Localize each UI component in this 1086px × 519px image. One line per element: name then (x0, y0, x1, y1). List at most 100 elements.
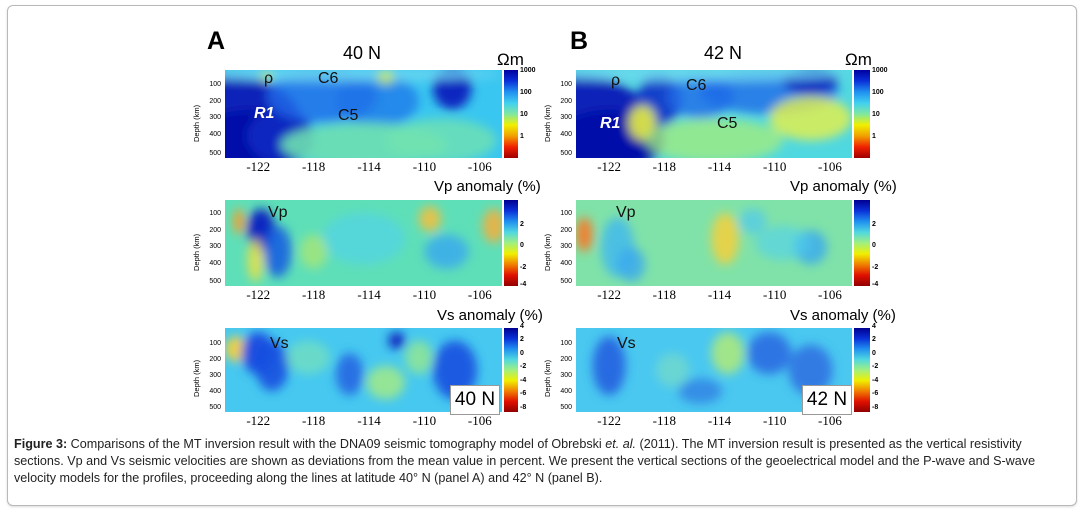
y-tick-label: 500 (560, 278, 572, 286)
colorbar-tick-label: -4 (520, 376, 527, 384)
x-tick-label: -122 (597, 287, 622, 302)
res-a-colorbar (503, 70, 518, 158)
heatmap-anomaly-blob (424, 234, 469, 269)
figure-frame (7, 5, 1077, 506)
colorbar-tick-label: 2 (520, 220, 524, 228)
x-tick-label: -106 (467, 413, 492, 428)
colorbar-tick-label: 2 (520, 336, 524, 344)
panel-letter-b: B (570, 27, 589, 55)
x-tick-label: -110 (763, 287, 787, 302)
heatmap-anomaly-blob (645, 118, 783, 158)
y-tick-label: 400 (209, 131, 221, 138)
colorbar-tick-label: 1 (520, 132, 524, 140)
annotation-c6: C6 (686, 77, 707, 94)
x-tick-label: -122 (246, 159, 271, 174)
y-tick-label: 300 (560, 114, 572, 122)
x-tick-label: -114 (707, 413, 732, 428)
x-tick-label: -110 (412, 287, 437, 302)
colorbar-tick-label: 1000 (520, 66, 536, 74)
heatmap-anomaly-blob (321, 212, 406, 265)
heatmap-anomaly-blob (388, 332, 406, 349)
res-a-heatmap (225, 70, 502, 158)
heatmap-anomaly-blob (482, 208, 502, 243)
y-tick-label: 200 (560, 97, 572, 105)
caption-label: Figure 3: (14, 437, 68, 451)
panel-a-vs-label: Vs anomaly (%) (437, 307, 543, 324)
heatmap-anomaly-blob (656, 353, 690, 387)
heatmap-anomaly-blob (261, 70, 273, 82)
heatmap-anomaly-blob (299, 234, 328, 269)
y-tick-label: 300 (209, 371, 221, 379)
vp-b-heatmap (576, 200, 852, 286)
y-tick-label: 500 (560, 404, 572, 412)
y-tick-label: 500 (560, 150, 572, 158)
colorbar-tick-label: -6 (520, 390, 527, 398)
annotation-rho: ρ (264, 70, 274, 87)
x-tick-label: -106 (467, 287, 492, 302)
x-tick-label: -118 (652, 413, 676, 428)
heatmap-anomaly-blob (432, 340, 478, 400)
vs-b-colorbar (853, 328, 870, 412)
heatmap-anomaly-blob (788, 344, 833, 396)
heatmap-anomaly-blob (592, 336, 626, 396)
heatmap-anomaly-blob (366, 365, 406, 400)
heatmap-anomaly-blob (628, 105, 657, 141)
x-tick-label: -114 (357, 287, 381, 302)
y-axis-label: Depth (km) (543, 105, 552, 143)
y-tick-label: 300 (209, 114, 221, 122)
colorbar-tick-label: 2 (872, 336, 876, 344)
colorbar-tick-label: 10 (872, 110, 880, 118)
inset-latitude-40n: 40 N (450, 385, 500, 415)
panel-a-vp-label: Vp anomaly (%) (434, 178, 541, 195)
colorbar-tick-label: -8 (872, 403, 879, 411)
y-tick-label: 500 (209, 150, 221, 158)
x-tick-label: -114 (357, 413, 381, 428)
annotation-c5: C5 (338, 107, 359, 124)
inset-latitude-42n: 42 N (802, 385, 852, 415)
heatmap-anomaly-blob (678, 378, 723, 404)
x-tick-label: -122 (597, 159, 622, 174)
panel-a-unit: Ωm (497, 50, 524, 69)
panel-b-vp-label: Vp anomaly (%) (790, 178, 897, 195)
y-tick-label: 100 (209, 210, 221, 218)
heatmap-anomaly-blob (747, 332, 792, 375)
x-tick-label: -118 (301, 159, 326, 174)
heatmap-anomaly-blob (247, 238, 264, 282)
panel-b-unit: Ωm (845, 50, 872, 69)
annotation-vp: Vp (616, 204, 636, 221)
x-tick-label: -110 (412, 159, 437, 174)
vs-a-heatmap (225, 328, 502, 412)
y-tick-label: 400 (209, 259, 221, 267)
colorbar-tick-label: 1 (872, 132, 876, 140)
y-tick-label: 100 (560, 210, 572, 218)
colorbar-tick-label: -4 (520, 281, 527, 288)
y-axis-label: Depth (km) (543, 359, 552, 397)
heatmap-anomaly-blob (335, 74, 419, 128)
vp-a-colorbar (503, 200, 518, 286)
heatmap-anomaly-blob (255, 340, 289, 391)
y-axis-label: Depth (km) (192, 359, 201, 397)
annotation-rho: ρ (611, 72, 621, 89)
y-tick-label: 400 (560, 387, 572, 395)
annotation-vs: Vs (617, 335, 636, 352)
heatmap-anomaly-blob (285, 340, 331, 375)
y-tick-label: 500 (209, 278, 221, 286)
colorbar-tick-label: 100 (872, 88, 884, 96)
y-tick-label: 400 (560, 259, 572, 267)
colorbar-tick-label: 0 (520, 242, 524, 250)
x-tick-label: -122 (597, 413, 622, 428)
x-tick-label: -114 (707, 159, 732, 174)
heatmap-anomaly-blob (576, 70, 852, 82)
x-tick-label: -118 (301, 413, 326, 428)
panel-b-title: 42 N (704, 43, 743, 63)
y-tick-label: 300 (560, 371, 572, 379)
caption-text-2: (2011). The MT inversion result is prese… (14, 437, 1036, 485)
heatmap-anomaly-blob (225, 70, 502, 82)
y-tick-label: 100 (560, 339, 572, 347)
heatmap-anomaly-blob (738, 208, 767, 235)
res-b-colorbar (853, 70, 870, 158)
colorbar-tick-label: 1000 (872, 66, 888, 74)
res-b-heatmap (576, 70, 852, 158)
heatmap-anomaly-blob (418, 206, 442, 232)
x-tick-label: -106 (817, 159, 842, 174)
